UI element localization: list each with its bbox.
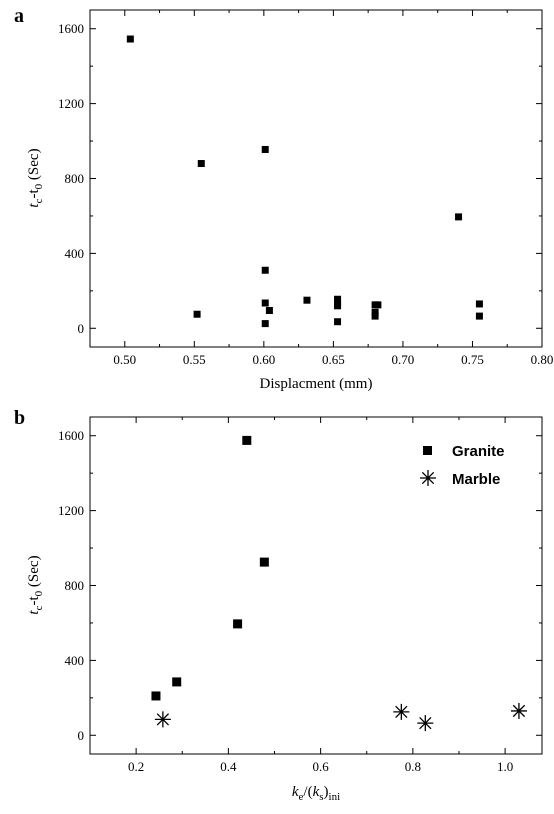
data-point-square (371, 312, 379, 320)
y-tick-label: 0 (78, 321, 85, 336)
y-tick-label: 1200 (58, 96, 84, 111)
data-point-square (455, 213, 463, 221)
x-tick-label: 0.70 (392, 352, 415, 367)
data-point-asterisk (417, 715, 434, 732)
y-tick-label: 400 (65, 653, 85, 668)
x-tick-label: 0.75 (461, 352, 484, 367)
panel-a-marks (126, 35, 483, 328)
data-point-square (261, 299, 269, 307)
data-point-square (261, 320, 269, 328)
legend-granite-marker (423, 446, 432, 455)
y-tick-label: 400 (65, 246, 85, 261)
panel-a-letter: a (14, 5, 24, 27)
data-point-square (233, 619, 243, 629)
legend-granite-label: Granite (452, 443, 505, 460)
y-tick-label: 0 (78, 728, 85, 743)
x-tick-label: 1.0 (497, 759, 513, 774)
data-point-square (265, 306, 273, 314)
x-tick-label: 0.2 (128, 759, 144, 774)
x-tick-label: 0.55 (183, 352, 206, 367)
data-point-square (151, 691, 161, 701)
data-point-square (242, 435, 252, 445)
x-tick-label: 0.60 (252, 352, 275, 367)
data-point-square (334, 300, 342, 308)
panel-a-plot-frame (89, 9, 543, 348)
data-point-square (259, 557, 269, 567)
y-tick-label: 1600 (58, 21, 84, 36)
data-point-asterisk (393, 703, 410, 720)
panel-a: a 0.50 0.55 0.60 0.65 0.70 0.75 0.80 0 400 800 120… (14, 5, 553, 392)
data-point-square (371, 308, 379, 316)
x-tick-label: 0.8 (405, 759, 421, 774)
data-point-square (193, 310, 201, 318)
legend-marble-label: Marble (452, 471, 500, 488)
x-tick-label: 0.4 (220, 759, 237, 774)
panel-b: b 0.2 0.4 0.6 0.8 1.0 0 400 800 1200 1600 Granite… (14, 407, 543, 803)
panel-a-x-axis-label: Displacment (mm) (260, 376, 373, 392)
data-point-square (334, 295, 342, 303)
data-point-square (261, 266, 269, 274)
x-tick-label: 0.50 (113, 352, 136, 367)
data-point-square (374, 301, 382, 309)
data-point-asterisk (510, 702, 527, 719)
x-tick-label: 0.80 (531, 352, 554, 367)
panel-b-marks (151, 435, 527, 732)
data-point-square (475, 312, 483, 320)
y-tick-label: 800 (65, 578, 85, 593)
data-point-square (475, 300, 483, 308)
data-point-square (334, 318, 342, 326)
y-tick-label: 1200 (58, 503, 84, 518)
data-point-square (261, 145, 269, 153)
data-point-square (197, 160, 205, 168)
x-tick-label: 0.6 (312, 759, 329, 774)
panel-b-ticks: 0.2 0.4 0.6 0.8 1.0 0 400 800 1200 1600 (58, 417, 542, 774)
panel-a-y-axis-label: tc-t0 (Sec) (26, 148, 45, 207)
panel-b-letter: b (14, 407, 25, 429)
data-point-square (126, 35, 134, 43)
x-tick-label: 0.65 (322, 352, 345, 367)
data-point-asterisk (154, 711, 171, 728)
panel-a-ticks: 0.50 0.55 0.60 0.65 0.70 0.75 0.80 0 400 800 1200 1… (58, 10, 553, 367)
y-tick-label: 800 (65, 171, 85, 186)
y-tick-label: 1600 (58, 428, 84, 443)
panel-b-y-axis-label: tc-t0 (Sec) (26, 555, 45, 614)
legend-marble-marker (420, 470, 436, 486)
panel-b-x-axis-label: ke/(ks)ini (292, 784, 340, 803)
data-point-square (172, 677, 182, 687)
panel-b-plot-frame (89, 416, 543, 755)
data-point-square (303, 296, 311, 304)
panel-b-legend: Granite Marble (420, 443, 505, 488)
